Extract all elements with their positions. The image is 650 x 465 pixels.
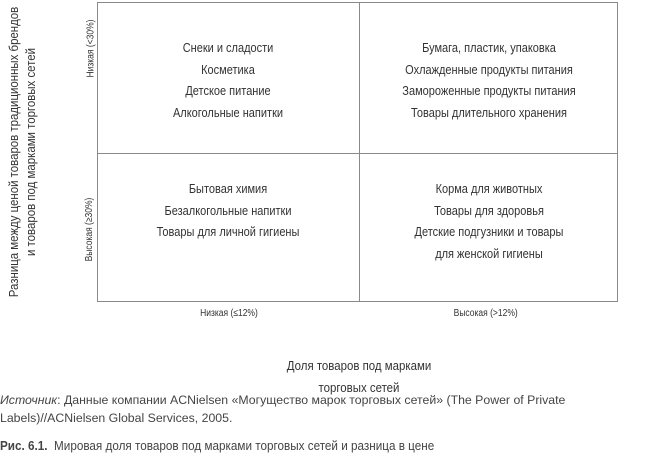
source-note: Источник: Данные компании ACNielsen «Мог…: [0, 391, 650, 427]
quadrant-item: Снеки и сладости: [182, 41, 274, 55]
y-tick-high: Высокая (≥30%): [84, 197, 96, 262]
quadrant-top-right: Бумага, пластик, упаковка Охлажденные пр…: [375, 38, 604, 124]
quadrant-bottom-left: Бытовая химия Безалкогольные напитки Тов…: [114, 179, 343, 244]
quadrant-item: Замороженные продукты питания: [402, 84, 576, 98]
quadrant-item: Детское питание: [185, 84, 271, 98]
quadrant-item: для женской гигиены: [435, 246, 543, 261]
y-title-line: Разница между ценой товаров традиционных…: [6, 6, 21, 298]
divider: [359, 3, 360, 301]
x-tick-high: Высокая (>12%): [453, 308, 518, 319]
quadrant-item: Товары для личной гигиены: [156, 225, 300, 239]
quadrant-bottom-right: Корма для животных Товары для здоровья Д…: [375, 179, 604, 265]
quadrant-item: Бытовая химия: [188, 182, 268, 196]
x-title-line: Доля товаров под марками: [286, 358, 432, 373]
quadrant-matrix: Снеки и сладости Косметика Детское питан…: [97, 2, 618, 302]
figure-caption: Рис. 6.1. Мировая доля товаров под марка…: [0, 438, 434, 453]
quadrant-item: Алкогольные напитки: [172, 105, 284, 120]
x-title-line: торговых сетей: [318, 380, 400, 395]
quadrant-item: Косметика: [201, 62, 255, 77]
y-tick-low: Низкая (<30%): [85, 19, 97, 78]
source-label: Источник: [0, 393, 58, 407]
quadrant-top-left: Снеки и сладости Косметика Детское питан…: [114, 38, 343, 124]
y-title-line: и товаров под марками торговых сетей: [23, 47, 38, 257]
quadrant-item: Безалкогольные напитки: [164, 203, 292, 218]
x-tick-low: Низкая (≤12%): [200, 308, 258, 319]
caption-text: Мировая доля товаров под марками торговы…: [54, 438, 435, 453]
quadrant-item: Корма для животных: [435, 182, 543, 196]
quadrant-item: Товары длительного хранения: [411, 105, 567, 120]
quadrant-item: Охлажденные продукты питания: [405, 62, 573, 77]
divider: [98, 153, 617, 154]
source-text: : Данные компании ACNielsen «Могущество …: [0, 393, 566, 425]
figure-number: Рис. 6.1.: [0, 438, 48, 453]
quadrant-item: Товары для здоровья: [434, 203, 544, 218]
x-axis-title: Доля товаров под марками торговых сетей: [263, 355, 455, 399]
quadrant-item: Бумага, пластик, упаковка: [422, 41, 556, 55]
quadrant-item: Детские подгузники и товары: [414, 225, 564, 239]
